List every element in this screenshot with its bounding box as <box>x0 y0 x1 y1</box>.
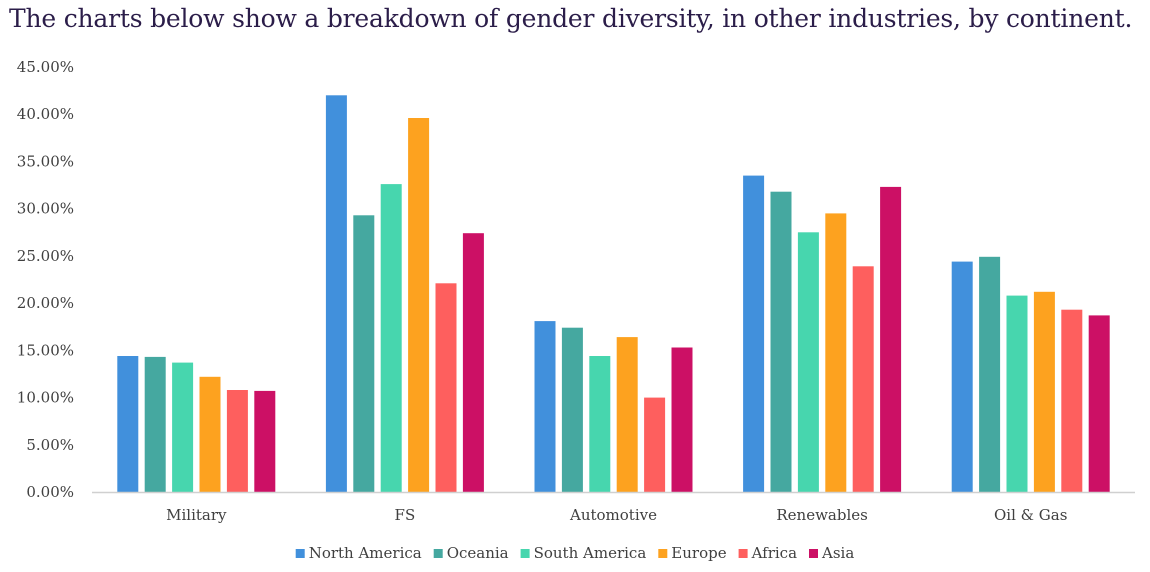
legend-item: Europe <box>658 544 727 562</box>
bar <box>117 356 139 492</box>
legend-swatch <box>295 549 305 558</box>
bar <box>979 256 1001 492</box>
bar <box>561 327 583 492</box>
y-tick-label: 5.00% <box>26 436 74 454</box>
bar <box>852 266 874 492</box>
legend-swatch <box>809 549 818 558</box>
bar <box>254 390 276 492</box>
legend-swatch <box>738 549 748 558</box>
bar <box>353 215 375 493</box>
bar <box>1088 315 1110 492</box>
bar <box>951 261 973 492</box>
bar <box>1061 309 1083 492</box>
y-axis: 0.00% 5.00% 10.00% 15.00% 20.00% 25.00% 30.00%… <box>17 58 74 501</box>
legend-label: Asia <box>821 544 854 562</box>
bar <box>144 356 166 492</box>
bar <box>408 118 430 492</box>
y-tick-label: 35.00% <box>17 152 74 170</box>
y-tick-label: 10.00% <box>17 389 74 407</box>
bar <box>534 321 556 492</box>
legend-item: Africa <box>738 544 797 562</box>
bar <box>644 397 666 492</box>
bar <box>226 390 248 492</box>
bar <box>1033 291 1055 492</box>
legend-item: Asia <box>809 544 854 562</box>
legend-swatch <box>658 549 668 558</box>
bar <box>616 337 638 492</box>
x-tick-label: Automotive <box>569 506 657 524</box>
bar <box>797 232 819 493</box>
bars <box>117 95 1110 493</box>
x-tick-label: Military <box>166 506 227 524</box>
bar <box>589 356 611 492</box>
bar <box>172 362 194 492</box>
y-tick-label: 25.00% <box>17 247 74 265</box>
bar <box>325 95 347 493</box>
legend-item: North America <box>295 544 422 562</box>
y-tick-label: 40.00% <box>17 105 74 123</box>
legend-item: South America <box>520 544 647 562</box>
bar <box>671 347 693 492</box>
bar <box>199 376 221 492</box>
bar <box>770 191 792 492</box>
legend-label: Oceania <box>447 544 509 562</box>
y-tick-label: 20.00% <box>17 294 74 312</box>
x-tick-label: Renewables <box>776 506 867 524</box>
bar <box>462 233 484 492</box>
x-tick-label: FS <box>395 506 416 524</box>
legend: North America Oceania South America Europe A… <box>295 544 854 562</box>
legend-swatch <box>433 549 443 558</box>
y-tick-label: 45.00% <box>17 58 74 76</box>
chart-title: The charts below show a breakdown of gen… <box>9 4 1133 33</box>
legend-label: South America <box>534 544 647 562</box>
bar <box>825 213 847 492</box>
bar <box>1006 295 1028 492</box>
bar <box>743 175 765 492</box>
legend-item: Oceania <box>433 544 509 562</box>
bar <box>435 283 457 492</box>
bar <box>380 184 402 492</box>
x-axis: Military FS Automotive Renewables Oil & Gas <box>166 506 1067 524</box>
y-tick-label: 30.00% <box>17 200 74 218</box>
legend-swatch <box>520 549 530 558</box>
x-tick-label: Oil & Gas <box>994 506 1067 524</box>
legend-label: Europe <box>671 544 726 562</box>
y-tick-label: 15.00% <box>17 341 74 359</box>
y-tick-label: 0.00% <box>26 483 74 501</box>
legend-label: Africa <box>751 544 797 562</box>
legend-label: North America <box>309 544 422 562</box>
bar <box>880 186 902 492</box>
